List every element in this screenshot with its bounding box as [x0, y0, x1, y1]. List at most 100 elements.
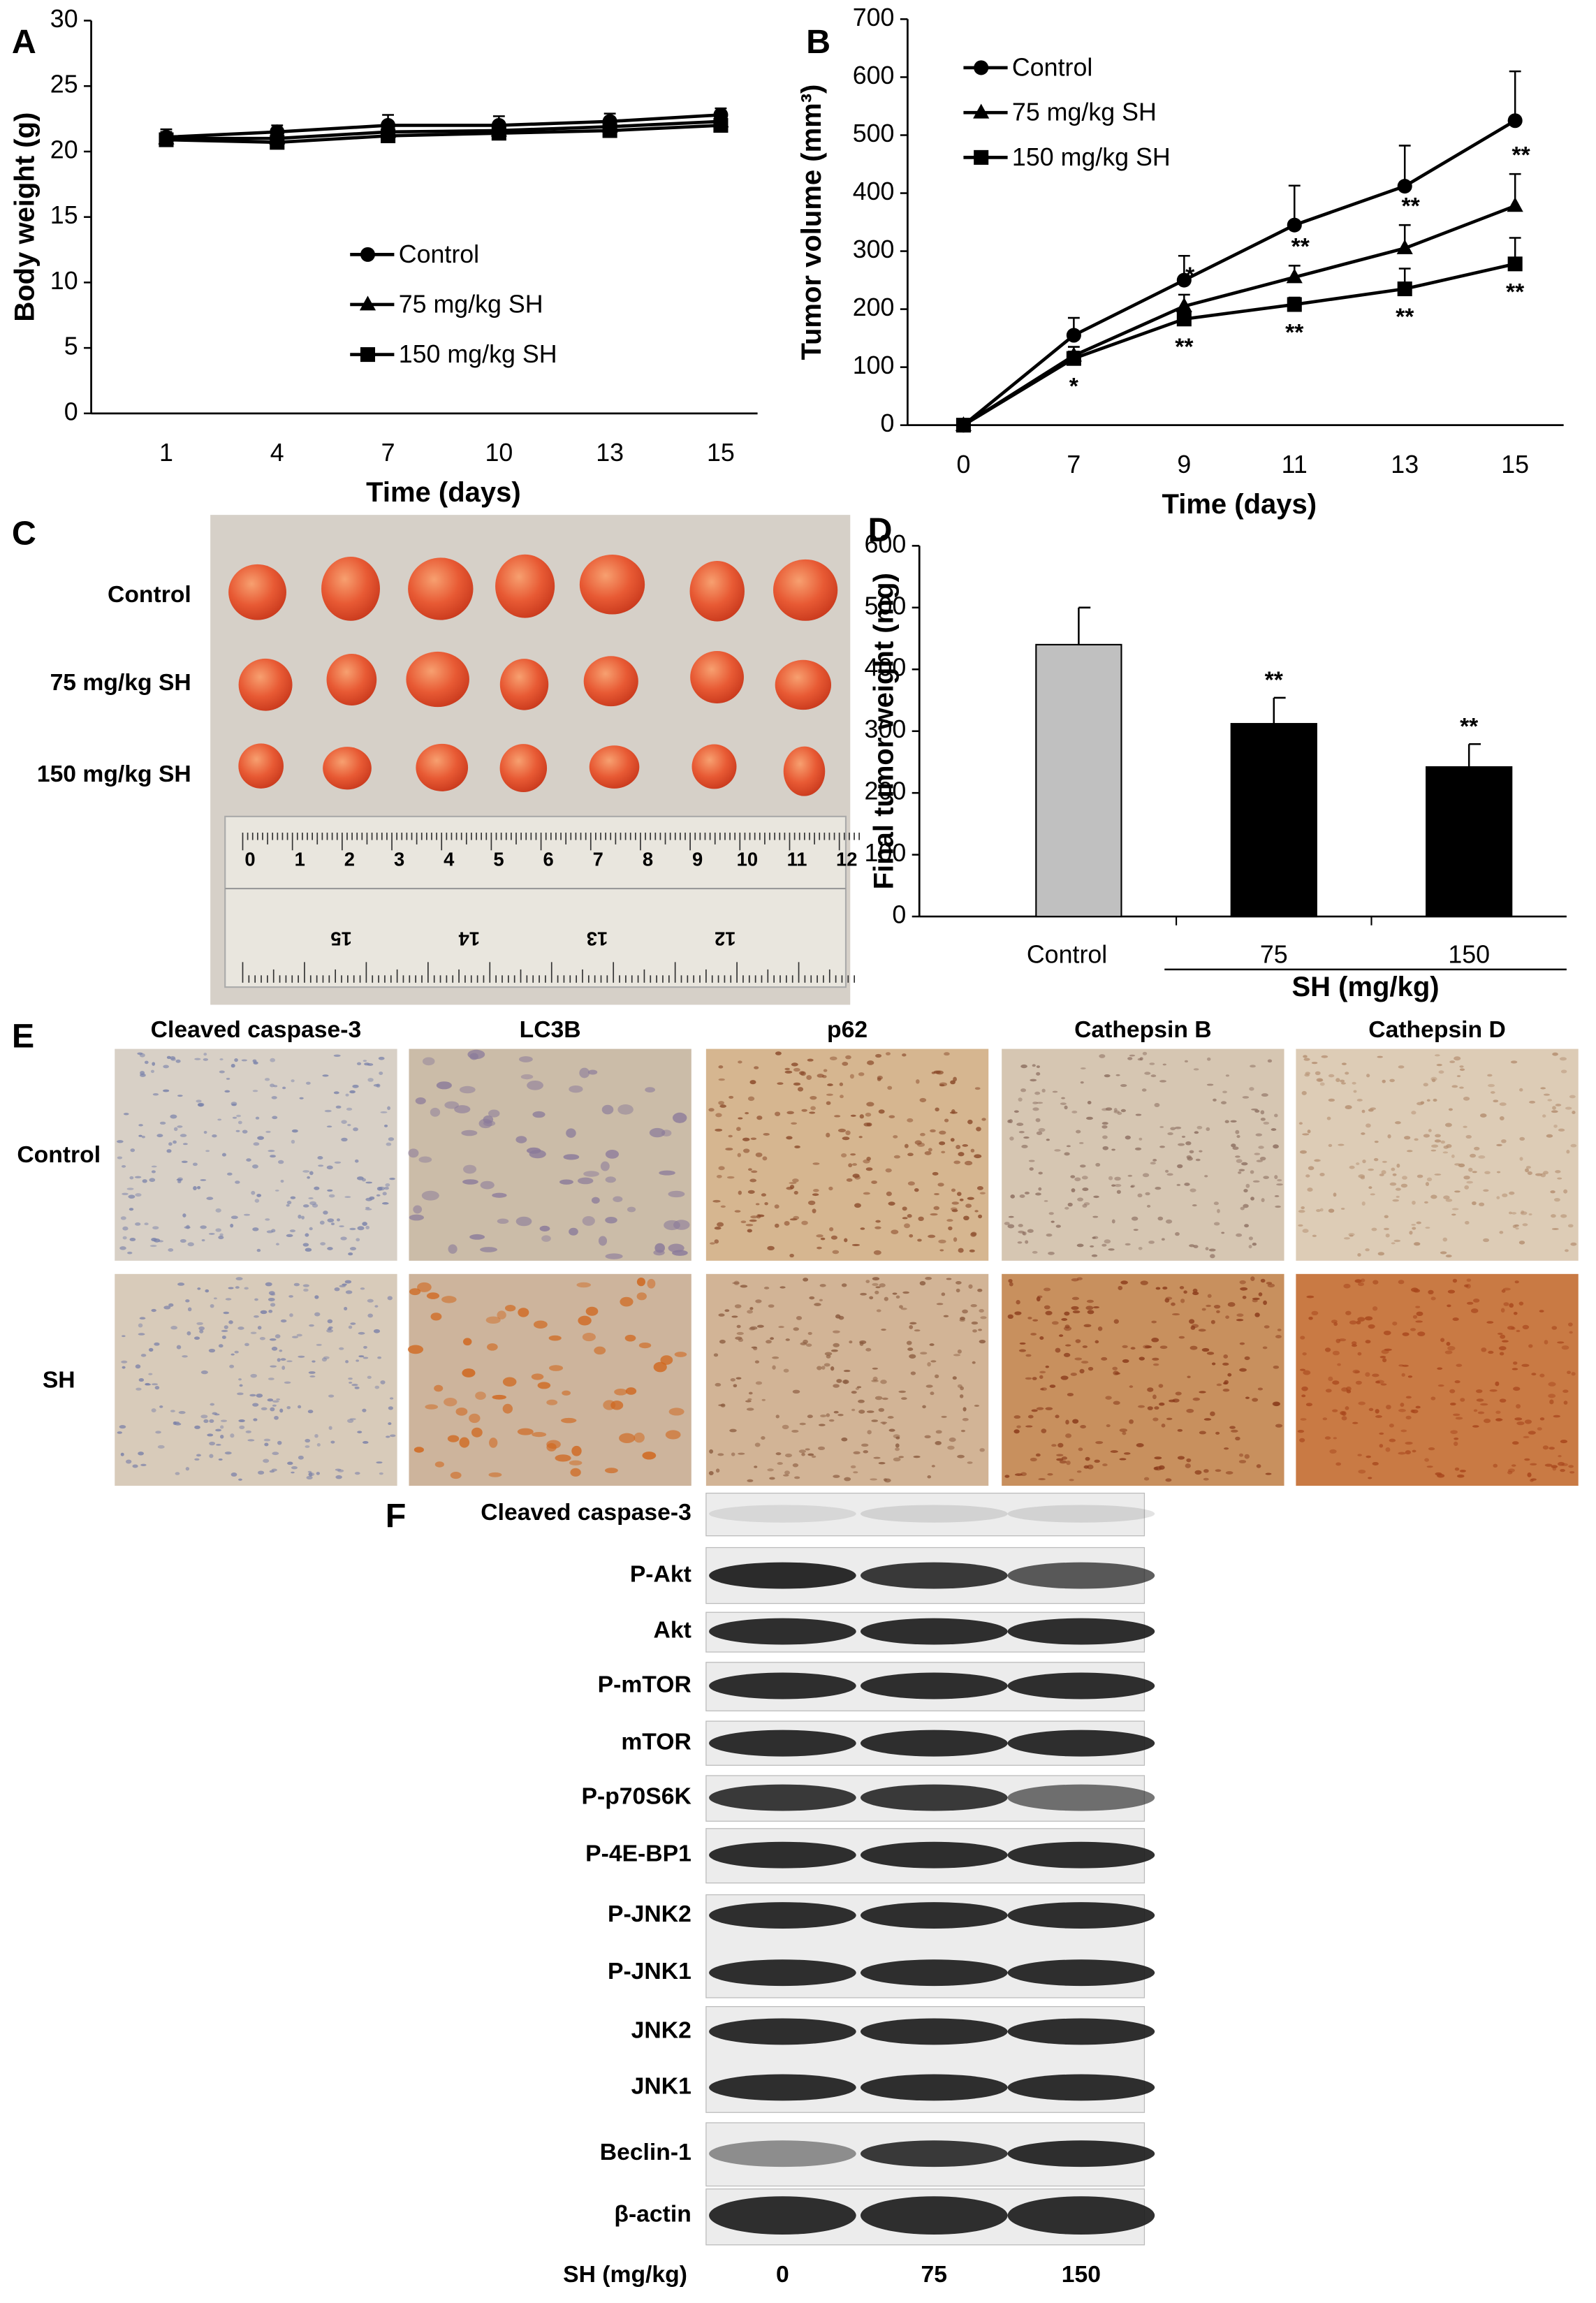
cell	[1551, 1326, 1558, 1330]
cell	[1261, 1198, 1265, 1203]
cell	[1528, 1344, 1533, 1348]
cell	[1542, 1445, 1549, 1450]
lane-label: 0	[776, 2262, 789, 2288]
cell	[1570, 1242, 1577, 1246]
cell	[719, 1104, 726, 1108]
cell	[789, 1218, 798, 1221]
cell	[717, 1453, 724, 1456]
cell	[1472, 1201, 1477, 1206]
cell	[1544, 1340, 1549, 1345]
cell	[148, 1347, 154, 1352]
cell	[1483, 1238, 1490, 1243]
cell	[812, 1193, 819, 1197]
cell	[537, 1382, 551, 1389]
cell	[794, 1145, 800, 1149]
cell	[1114, 1184, 1122, 1187]
cell	[1479, 1202, 1485, 1206]
cell	[1464, 1185, 1470, 1190]
cell	[1501, 1139, 1507, 1143]
cell	[1065, 1433, 1072, 1438]
cell	[875, 1220, 881, 1223]
cell	[1468, 1167, 1473, 1172]
cell	[1415, 1306, 1421, 1308]
cell	[1484, 1171, 1491, 1174]
cell	[515, 1136, 527, 1143]
cell	[367, 1313, 374, 1318]
cell	[270, 1407, 275, 1412]
cell	[239, 1425, 245, 1429]
cell	[129, 1238, 136, 1241]
cell	[624, 1334, 636, 1342]
cell	[1267, 1059, 1273, 1063]
cell	[339, 1347, 344, 1350]
cell	[1519, 1157, 1523, 1161]
cell	[1305, 1072, 1310, 1075]
cell	[555, 1454, 571, 1462]
marker	[491, 126, 506, 141]
cell	[1312, 1234, 1317, 1238]
cell	[789, 1182, 797, 1185]
cell	[1277, 1179, 1282, 1182]
cell	[1307, 1129, 1311, 1134]
cell	[909, 1354, 916, 1359]
cell	[122, 1335, 126, 1338]
cell	[789, 1253, 794, 1258]
cell	[979, 1309, 984, 1313]
cell	[253, 1418, 258, 1421]
cell	[1027, 1317, 1032, 1319]
cell	[296, 1333, 302, 1337]
cell	[345, 1093, 349, 1097]
cell	[1354, 1279, 1362, 1283]
cell	[434, 1384, 444, 1392]
cell	[841, 1153, 847, 1157]
ihc-image	[705, 1273, 989, 1486]
cell	[279, 1349, 283, 1352]
cell	[1038, 1477, 1046, 1481]
cell	[1170, 1127, 1176, 1131]
cell	[302, 1204, 309, 1208]
cell	[600, 1161, 610, 1171]
cell	[229, 1364, 235, 1368]
cell	[480, 1247, 498, 1252]
cell	[389, 1178, 395, 1180]
cell	[1509, 1303, 1514, 1308]
tumor	[499, 744, 548, 793]
blot-label: β-actin	[614, 2202, 691, 2228]
cell	[1392, 1199, 1399, 1202]
cell	[379, 1472, 383, 1475]
cell	[1326, 1116, 1331, 1120]
cell	[546, 1442, 557, 1452]
cell	[1206, 1083, 1214, 1086]
cell	[1387, 1134, 1391, 1139]
cell	[293, 1282, 300, 1287]
cell	[126, 1187, 134, 1190]
cell	[1137, 1058, 1142, 1061]
cell	[182, 1213, 186, 1218]
cell	[1365, 1248, 1370, 1252]
cell	[1389, 1438, 1396, 1442]
cell	[328, 1326, 333, 1329]
cell	[1164, 1298, 1170, 1303]
cell	[1055, 1414, 1060, 1419]
cell	[1070, 1175, 1076, 1178]
cell	[1145, 1192, 1150, 1196]
cell	[1230, 1120, 1237, 1123]
cell	[1016, 1299, 1020, 1305]
cell	[363, 1060, 367, 1062]
cell	[812, 1162, 820, 1165]
cell	[151, 1408, 156, 1413]
tumor	[321, 556, 380, 621]
cell	[387, 1106, 391, 1111]
cell	[1478, 1155, 1486, 1159]
cell	[224, 1452, 232, 1455]
cell	[1459, 1065, 1464, 1068]
series-line	[962, 204, 1516, 427]
cell	[356, 1359, 360, 1362]
cell	[967, 1461, 973, 1464]
cell	[1192, 1204, 1197, 1207]
cell	[173, 1421, 180, 1424]
cell	[1275, 1205, 1281, 1208]
cell	[241, 1059, 247, 1062]
cell	[967, 1119, 973, 1125]
cell	[356, 1238, 360, 1242]
